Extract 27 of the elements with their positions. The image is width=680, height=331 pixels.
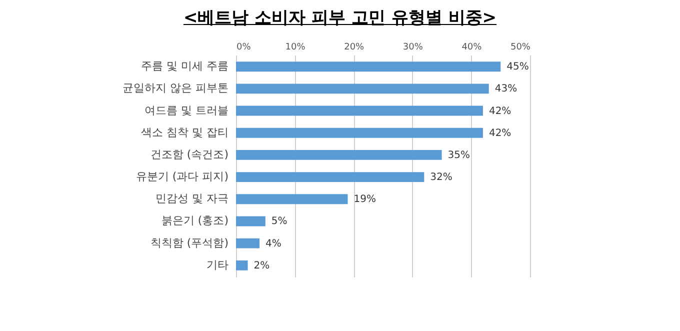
data-label: 42% [488, 128, 512, 139]
chart-title: <베트남 소비자 피부 고민 유형별 비중> [182, 7, 498, 30]
data-label: 35% [448, 150, 470, 161]
data-label: 43% [494, 84, 518, 95]
y-tick-label: 주름 및 미세 주름 [141, 60, 228, 73]
x-tick-label: 20% [344, 42, 365, 52]
y-tick-label: 유분기 (과다 피지) [136, 170, 228, 184]
x-tick-label: 40% [462, 42, 482, 52]
y-tick-label: 여드름 및 트러블 [144, 104, 228, 117]
data-label: 32% [430, 172, 452, 184]
y-tick-label: 기타 [206, 258, 228, 272]
y-tick-label: 균일하지 않은 피부톤 [122, 82, 228, 95]
data-label: 19% [354, 194, 376, 206]
x-tick-label: 0% [236, 42, 252, 52]
data-label: 2% [254, 260, 270, 272]
data-label: 5% [271, 216, 288, 228]
y-tick-label: 색소 침착 및 잡티 [141, 126, 228, 139]
x-tick-label: 10% [285, 42, 306, 52]
data-label: 45% [506, 62, 529, 73]
x-tick-label: 30% [402, 42, 424, 52]
x-tick-label: 50% [510, 42, 531, 52]
y-tick-label: 붉은기 (홍조) [161, 214, 228, 228]
data-label: 4% [266, 238, 282, 250]
data-label: 42% [488, 106, 512, 117]
y-tick-label: 건조함 (속건조) [150, 148, 228, 161]
y-tick-label: 칙칙함 (푸석함) [150, 236, 228, 250]
y-tick-label: 민감성 및 자극 [156, 192, 228, 206]
